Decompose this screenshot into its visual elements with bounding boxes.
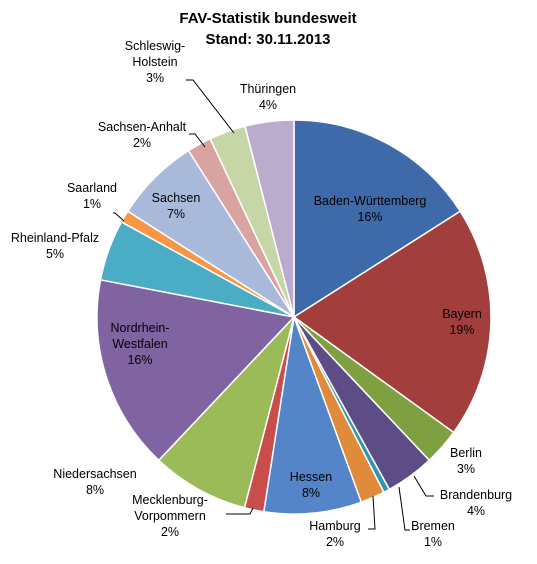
slice-value-label: 2% (326, 535, 344, 549)
slice-name-label: Bayern (442, 307, 482, 321)
pie-slice-bayern (292, 210, 492, 434)
slice-name-label: Westfalen (112, 337, 167, 351)
slice-value-label: 1% (83, 197, 101, 211)
slice-name-label: Sachsen-Anhalt (98, 120, 187, 134)
pie-slice-niedersachsen (157, 316, 295, 509)
slice-value-label: 7% (167, 207, 185, 221)
slice-value-label: 1% (424, 535, 442, 549)
slice-name-label: Schleswig- (125, 39, 185, 53)
slice-value-label: 8% (86, 483, 104, 497)
slice-value-label: 3% (146, 71, 164, 85)
leader-line (189, 133, 206, 148)
slice-value-label: 3% (457, 462, 475, 476)
slice-name-label: Hamburg (309, 519, 360, 533)
slice-value-label: 16% (357, 210, 382, 224)
leader-line (226, 507, 254, 515)
pie-slice-th-ringen (244, 119, 295, 318)
leader-line (113, 212, 125, 222)
slice-name-label: Mecklenburg- (132, 493, 208, 507)
pie-slice-nordrhein-westfalen (96, 278, 296, 462)
slice-value-label: 4% (259, 98, 277, 112)
slice-value-label: 8% (302, 486, 320, 500)
pie-slices (96, 119, 492, 515)
leader-line (186, 79, 235, 134)
slice-name-label: Rheinland-Pfalz (11, 231, 99, 245)
slice-labels: Baden-Württemberg 16% Bayern 19% Berlin 3% Bra… (11, 39, 512, 549)
slice-name-label: Thüringen (240, 82, 296, 96)
slice-name-label: Saarland (67, 181, 117, 195)
slice-name-label: Holstein (132, 55, 177, 69)
slice-name-label: Sachsen (152, 191, 201, 205)
leader-line (368, 495, 376, 530)
slice-value-label: 5% (46, 247, 64, 261)
leader-lines (113, 79, 434, 531)
slice-value-label: 4% (467, 504, 485, 518)
chart-title: FAV-Statistik bundesweit (179, 10, 356, 27)
pie-slice-hessen (262, 316, 363, 515)
chart-subtitle: Stand: 30.11.2013 (205, 31, 330, 48)
slice-name-label: Bremen (411, 519, 455, 533)
slice-name-label: Vorpommern (134, 509, 206, 523)
slice-name-label: Baden-Württemberg (314, 194, 427, 208)
leader-line (398, 486, 410, 531)
pie-slice-baden-w-rttemberg (293, 119, 462, 319)
slice-name-label: Nordrhein- (110, 321, 169, 335)
slice-name-label: Hessen (290, 470, 332, 484)
slice-value-label: 19% (449, 323, 474, 337)
slice-value-label: 2% (133, 136, 151, 150)
slice-value-label: 2% (161, 525, 179, 539)
leader-line (413, 475, 434, 497)
slice-name-label: Niedersachsen (53, 467, 136, 481)
slice-value-label: 16% (127, 353, 152, 367)
slice-name-label: Brandenburg (440, 488, 512, 502)
slice-name-label: Berlin (450, 446, 482, 460)
